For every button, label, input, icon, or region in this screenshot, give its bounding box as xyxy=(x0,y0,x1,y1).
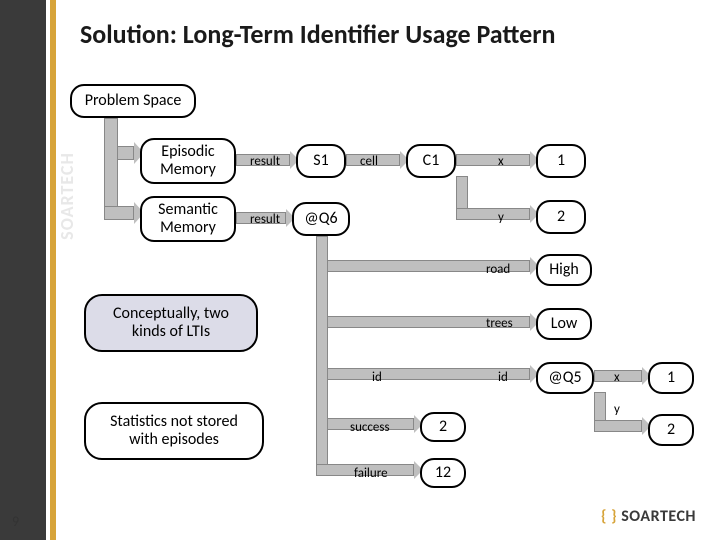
node-label: 1 xyxy=(667,369,675,387)
node-high: High xyxy=(536,254,592,286)
node-r1: 1 xyxy=(648,362,694,394)
accent-bar xyxy=(50,0,56,540)
node-episodic: Episodic Memory xyxy=(140,138,236,184)
footer-brand: { } SOARTECH xyxy=(601,507,696,526)
node-label: @Q5 xyxy=(548,369,581,387)
callout-two-kinds: Conceptually, two kinds of LTIs xyxy=(84,294,258,352)
edge-label-y: y xyxy=(498,210,504,225)
sidebar-brand: SOARTECH xyxy=(56,152,78,240)
callout-stats: Statistics not stored with episodes xyxy=(84,402,264,460)
footer-brand-text: SOARTECH xyxy=(621,507,696,526)
edge-label-trees: trees xyxy=(486,316,513,331)
node-r2: 2 xyxy=(648,414,694,446)
edge-label-ry: y xyxy=(614,402,620,417)
node-failure-val: 12 xyxy=(420,458,466,488)
edge-label-id1: id xyxy=(372,370,382,385)
node-s1: S1 xyxy=(296,144,346,178)
node-label: Semantic Memory xyxy=(158,201,218,238)
node-label: Low xyxy=(551,315,578,333)
slide: SOARTECH Solution: Long-Term Identifier … xyxy=(0,0,720,540)
edge-label-rx: x xyxy=(614,370,620,385)
node-label: 2 xyxy=(667,421,675,439)
edge-label-result2: result xyxy=(250,212,280,227)
sidebar: SOARTECH xyxy=(0,0,46,540)
node-semantic: Semantic Memory xyxy=(140,196,236,242)
node-two: 2 xyxy=(536,200,586,234)
edge-label-result1: result xyxy=(250,154,280,169)
node-label: 2 xyxy=(557,208,565,226)
node-q6: @Q6 xyxy=(292,202,350,236)
node-problem-space: Problem Space xyxy=(70,84,196,118)
node-one: 1 xyxy=(536,144,586,178)
node-label: S1 xyxy=(313,152,328,170)
node-c1: C1 xyxy=(406,144,456,178)
edge-label-id2: id xyxy=(498,370,508,385)
bracket-icon: { } xyxy=(601,507,617,526)
node-success-val: 2 xyxy=(420,412,466,442)
node-label: 2 xyxy=(439,418,447,436)
node-label: Conceptually, two kinds of LTIs xyxy=(113,305,229,342)
node-q5: @Q5 xyxy=(536,362,594,394)
node-label: @Q6 xyxy=(304,210,337,228)
node-label: Problem Space xyxy=(85,92,182,110)
edge-label-failure: failure xyxy=(354,466,388,481)
page-title: Solution: Long-Term Identifier Usage Pat… xyxy=(80,18,555,50)
node-low: Low xyxy=(536,308,592,340)
edge-label-x: x xyxy=(498,154,504,169)
node-label: Episodic Memory xyxy=(160,143,216,180)
node-label: High xyxy=(549,261,579,279)
edge-label-cell: cell xyxy=(360,154,378,169)
node-label: C1 xyxy=(423,152,440,170)
page-number: 9 xyxy=(12,513,19,530)
node-label: Statistics not stored with episodes xyxy=(110,413,238,450)
edge-label-road: road xyxy=(486,262,510,277)
node-label: 1 xyxy=(557,152,565,170)
edge-label-success: success xyxy=(350,420,390,435)
node-label: 12 xyxy=(435,464,451,482)
